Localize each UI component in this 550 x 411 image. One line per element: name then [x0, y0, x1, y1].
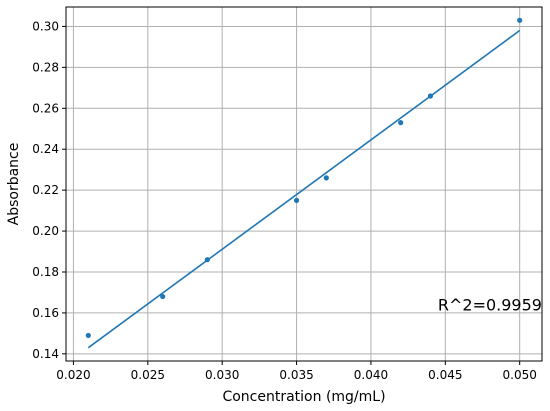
x-axis-label: Concentration (mg/mL) — [222, 389, 385, 405]
x-tick-label: 0.040 — [354, 368, 388, 382]
y-tick-label: 0.16 — [32, 306, 59, 320]
data-point — [160, 293, 166, 300]
x-tick-label: 0.050 — [503, 368, 537, 382]
x-tick-label: 0.030 — [205, 368, 239, 382]
data-layer — [85, 17, 523, 349]
plot-frame — [65, 6, 543, 362]
y-tick-label: 0.28 — [32, 60, 59, 74]
y-tick-label: 0.30 — [32, 19, 59, 33]
y-axis: 0.14 0.16 0.18 0.20 0.22 0.24 0.26 0.28 0.30 — [32, 19, 66, 361]
y-tick-label: 0.26 — [32, 101, 59, 115]
y-axis-label: Absorbance — [6, 143, 22, 226]
x-axis: 0.020 0.025 0.030 0.035 0.040 0.045 0.050 — [56, 361, 537, 382]
data-point — [293, 197, 300, 203]
x-tick-label: 0.045 — [428, 368, 462, 382]
fit-line — [87, 29, 521, 349]
data-point — [398, 120, 404, 126]
y-tick-label: 0.14 — [32, 347, 59, 361]
data-point — [517, 17, 523, 23]
y-tick-label: 0.20 — [32, 224, 59, 238]
y-tick-label: 0.24 — [32, 142, 59, 156]
x-tick-label: 0.025 — [131, 368, 165, 382]
data-point — [85, 332, 91, 339]
data-point — [323, 175, 329, 181]
x-tick-label: 0.035 — [279, 368, 313, 382]
x-tick-label: 0.020 — [56, 368, 90, 382]
grid — [66, 7, 542, 361]
r-squared-annotation: R^2=0.9959 — [438, 295, 542, 314]
y-tick-label: 0.22 — [32, 183, 59, 197]
y-tick-label: 0.18 — [32, 265, 59, 279]
